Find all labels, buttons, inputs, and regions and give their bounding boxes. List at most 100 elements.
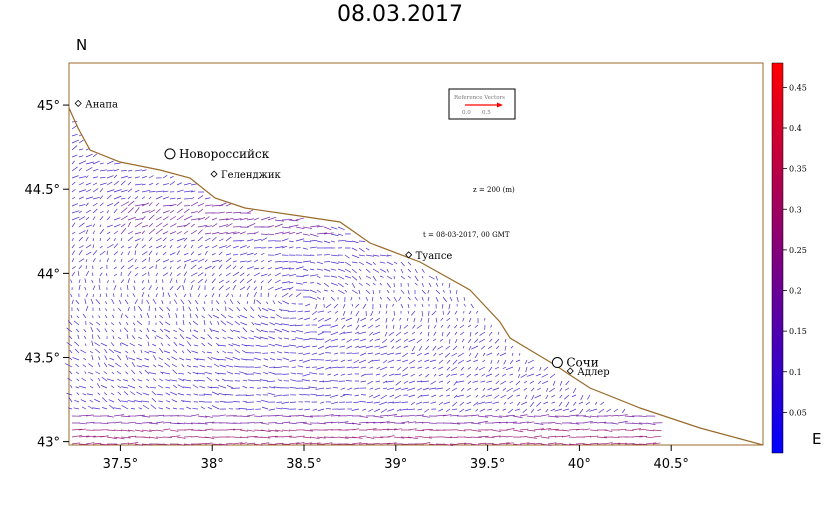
- current-vector: [288, 442, 300, 445]
- current-vector: [85, 244, 92, 249]
- current-vector: [253, 231, 259, 235]
- current-vector: [367, 324, 374, 329]
- current-vector: [316, 338, 325, 341]
- current-vector: [190, 285, 193, 291]
- current-vector: [369, 387, 374, 390]
- current-vector: [150, 404, 157, 410]
- current-vector: [347, 387, 353, 391]
- current-vector: [255, 345, 262, 347]
- current-vector: [197, 379, 206, 382]
- current-vector: [169, 422, 181, 425]
- current-vector: [312, 380, 318, 382]
- current-vector: [543, 366, 549, 371]
- current-vector: [142, 392, 150, 396]
- current-vector: [386, 261, 394, 266]
- current-vector: [144, 369, 150, 375]
- current-vector: [414, 282, 418, 286]
- current-vector: [132, 293, 136, 298]
- current-vector: [389, 394, 395, 398]
- current-vector: [260, 233, 269, 235]
- current-vector: [173, 384, 178, 389]
- current-vector: [204, 216, 210, 221]
- current-vector: [526, 442, 535, 445]
- current-vector: [501, 373, 507, 377]
- current-vector: [159, 378, 164, 382]
- current-vector: [260, 280, 264, 284]
- current-vector: [452, 387, 458, 391]
- current-vector: [166, 307, 171, 312]
- current-vector: [239, 371, 248, 375]
- current-vector: [414, 421, 424, 424]
- current-vector: [192, 384, 199, 389]
- current-vector: [155, 222, 163, 228]
- current-vector: [603, 442, 613, 445]
- current-vector: [92, 216, 96, 221]
- reference-label-max: 0.5: [482, 110, 491, 116]
- current-vector: [309, 442, 321, 445]
- current-vector: [183, 263, 187, 270]
- current-vector: [78, 182, 84, 186]
- current-vector: [240, 321, 248, 326]
- current-vector: [120, 207, 128, 214]
- current-vector: [147, 294, 150, 298]
- current-vector: [144, 358, 150, 361]
- current-vector: [295, 275, 304, 277]
- map-title: 08.03.2017: [337, 2, 463, 27]
- current-vector: [84, 298, 87, 305]
- current-vector: [106, 415, 114, 418]
- current-vector: [386, 414, 398, 417]
- current-vector: [106, 250, 109, 256]
- current-vector: [281, 401, 290, 404]
- current-vector: [526, 429, 536, 432]
- current-vector: [365, 282, 371, 286]
- current-vector: [125, 371, 129, 375]
- current-vector: [219, 364, 227, 368]
- current-vector: [71, 222, 76, 228]
- current-vector: [239, 265, 244, 270]
- current-vector: [253, 415, 263, 418]
- current-vector: [167, 312, 171, 319]
- current-vector: [204, 294, 208, 298]
- current-vector: [246, 232, 257, 235]
- current-vector: [330, 289, 334, 293]
- current-vector: [253, 335, 262, 340]
- current-vector: [211, 272, 215, 277]
- current-vector: [582, 415, 592, 418]
- current-vector: [161, 299, 164, 305]
- current-vector: [253, 379, 262, 382]
- current-vector: [197, 422, 208, 425]
- current-vector: [499, 352, 507, 357]
- current-vector: [407, 303, 410, 309]
- current-vector: [71, 203, 79, 207]
- current-vector: [180, 299, 185, 305]
- current-vector: [204, 204, 213, 207]
- current-vector: [246, 273, 250, 277]
- current-vector: [509, 401, 514, 405]
- current-vector: [194, 299, 199, 305]
- current-vector: [379, 303, 382, 308]
- current-vector: [134, 169, 143, 172]
- current-vector: [121, 342, 129, 347]
- current-vector: [304, 331, 311, 334]
- current-vector: [204, 436, 215, 439]
- current-vector: [85, 265, 87, 270]
- current-vector: [78, 189, 86, 193]
- y-tick-label: 45°: [37, 99, 60, 114]
- current-vector: [99, 307, 101, 312]
- current-vector: [127, 221, 131, 228]
- current-vector: [358, 261, 364, 265]
- current-vector: [407, 387, 416, 391]
- current-vector: [410, 310, 416, 316]
- current-vector: [117, 398, 122, 403]
- current-vector: [333, 352, 339, 355]
- current-vector: [113, 201, 120, 207]
- current-vector: [298, 408, 304, 411]
- current-vector: [145, 385, 150, 389]
- current-vector: [575, 443, 585, 445]
- current-vector: [594, 401, 598, 405]
- current-vector: [473, 359, 479, 362]
- current-vector: [212, 314, 220, 319]
- current-vector: [210, 386, 220, 389]
- current-vector: [337, 240, 346, 242]
- current-vector: [372, 436, 384, 439]
